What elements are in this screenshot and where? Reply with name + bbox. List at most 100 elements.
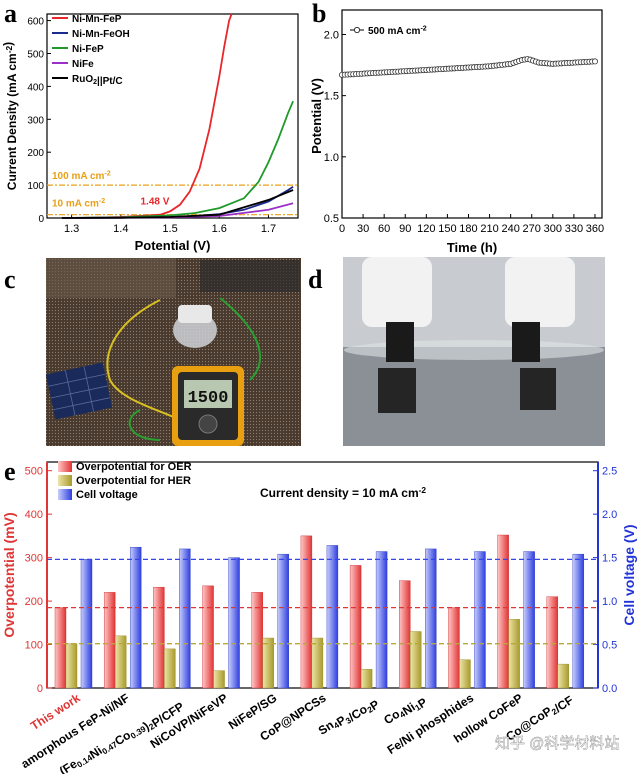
y-tick-label-a: 600 [27, 17, 44, 28]
bar-her [508, 619, 520, 689]
y-tick-label-e: 0 [37, 683, 43, 695]
x-axis-label-a: Potential (V) [135, 238, 211, 253]
bar-cell [179, 548, 191, 689]
bar-cell [326, 545, 339, 689]
bar-her [65, 643, 78, 689]
x-tick-label-a: 1.4 [113, 223, 128, 235]
y2-tick-label-e: 1.5 [602, 553, 617, 565]
y2-axis-label-e: Cell voltage (V) [621, 524, 637, 625]
x-tick-label-b: 180 [459, 223, 477, 235]
bar-her [262, 637, 274, 689]
x-tick-label-b: 300 [544, 223, 562, 235]
bar-her [459, 659, 471, 689]
bar-oer [349, 565, 362, 689]
legend-label-b: 500 mA cm-2 [368, 26, 427, 38]
y-tick-label-e: 400 [25, 509, 43, 521]
legend-label-a-4: RuO2||Pt/C [72, 74, 123, 87]
x-tick-label-b: 120 [417, 223, 435, 235]
bar-oer [153, 586, 165, 689]
photo-d [343, 257, 605, 446]
bar-cell [572, 553, 585, 689]
y-tick-label-e: 500 [25, 466, 43, 478]
chart-b: 0 30 60 90 120 150 180 210 240 270 300 330 360 0.5 1.0… [309, 9, 604, 255]
bar-cell [129, 546, 142, 689]
legend-label-a-0: Ni-Mn-FeP [72, 14, 122, 25]
bar-her [360, 669, 373, 689]
bar-her [164, 648, 176, 689]
bar-cell [523, 551, 535, 689]
bar-her [213, 670, 225, 689]
legend-label-e-0: Overpotential for OER [76, 461, 192, 473]
bar-oer [300, 535, 313, 689]
legend-swatch-e-1 [58, 475, 72, 486]
bar-oer [103, 592, 116, 689]
y-axis-label-a: Current Density (mA cm-2) [1, 42, 19, 190]
bar-oer [54, 607, 67, 689]
annotation-148v: 1.48 V [141, 197, 170, 208]
y2-tick-label-e: 0.5 [602, 640, 617, 652]
bar-cell [228, 557, 240, 689]
x-tick-label-a: 1.6 [212, 223, 227, 235]
y2-tick-label-e: 2.0 [602, 509, 617, 521]
y2-tick-label-e: 0.0 [602, 683, 617, 695]
legend-swatch-e-0 [58, 461, 72, 472]
chart-e: 0 100 200 300 400 500 0.0 0.5 1.0 1.5 2.0 2.5 Overpo… [1, 461, 637, 774]
x-tick-label-b: 60 [378, 223, 390, 235]
x-tick-label-a: 1.5 [162, 223, 177, 235]
x-tick-label-a: 1.3 [64, 223, 79, 235]
electrode-holder-left [362, 257, 432, 327]
y-tick-label-e: 300 [25, 553, 43, 565]
x-tick-label-a: 1.7 [261, 223, 276, 235]
legend-swatch-e-2 [58, 489, 72, 500]
plot-frame-b [341, 9, 603, 219]
bar-cell [474, 551, 486, 689]
data-point-b [591, 58, 598, 65]
legend-marker-b [353, 26, 361, 34]
x-tick-label-b: 210 [480, 223, 498, 235]
bar-her [311, 637, 324, 689]
chart-a: 1.3 1.4 1.5 1.6 1.7 0 100 200 300 400 500 600 Potent… [1, 13, 299, 253]
category-label-e: Fe/Ni phosphides [385, 691, 477, 757]
legend-label-e-1: Overpotential for HER [76, 475, 191, 487]
series-line-a-2 [61, 100, 294, 219]
y-tick-label-a: 200 [27, 148, 44, 159]
legend-label-e-2: Cell voltage [76, 489, 138, 501]
panel-letter-b: b [312, 0, 326, 28]
solar-panel [45, 362, 113, 420]
bar-oer [448, 607, 460, 689]
y-tick-label-a: 100 [27, 181, 44, 192]
y-tick-label-e: 100 [25, 640, 43, 652]
bar-oer [497, 534, 509, 689]
x-tick-label-b: 90 [399, 223, 411, 235]
x-tick-label-b: 270 [523, 223, 541, 235]
y-tick-label-b: 1.0 [324, 152, 339, 164]
bar-oer [399, 580, 411, 689]
y-tick-label-a: 300 [27, 115, 44, 126]
legend-label-a-1: Ni-Mn-FeOH [72, 29, 130, 40]
multimeter-reading: 1500 [188, 389, 229, 408]
x-axis-label-b: Time (h) [447, 240, 497, 255]
electrode-holder-right [505, 257, 575, 327]
y-tick-label-a: 0 [38, 214, 44, 225]
series-line-a-4 [61, 189, 294, 219]
panel-letter-d: d [308, 265, 323, 294]
y-tick-label-b: 1.5 [324, 91, 339, 103]
legend-label-a-2: Ni-FeP [72, 44, 104, 55]
ref-label-10: 10 mA cm-2 [52, 198, 105, 210]
ref-label-100: 100 mA cm-2 [52, 171, 111, 183]
y2-tick-label-e: 1.0 [602, 596, 617, 608]
y-tick-label-b: 2.0 [324, 29, 339, 41]
bar-cell [277, 553, 289, 689]
y-axis-label-e: Overpotential (mV) [1, 512, 17, 637]
bar-her [114, 635, 127, 689]
legend-label-a-3: NiFe [72, 59, 94, 70]
x-tick-label-b: 150 [438, 223, 456, 235]
x-tick-label-b: 0 [339, 223, 345, 235]
x-tick-label-b: 360 [586, 223, 604, 235]
y-axis-label-b: Potential (V) [309, 78, 324, 154]
panel-letter-c: c [4, 265, 16, 294]
x-tick-label-b: 30 [357, 223, 369, 235]
bar-her [410, 631, 422, 689]
photo-c: 1500 [45, 258, 301, 446]
